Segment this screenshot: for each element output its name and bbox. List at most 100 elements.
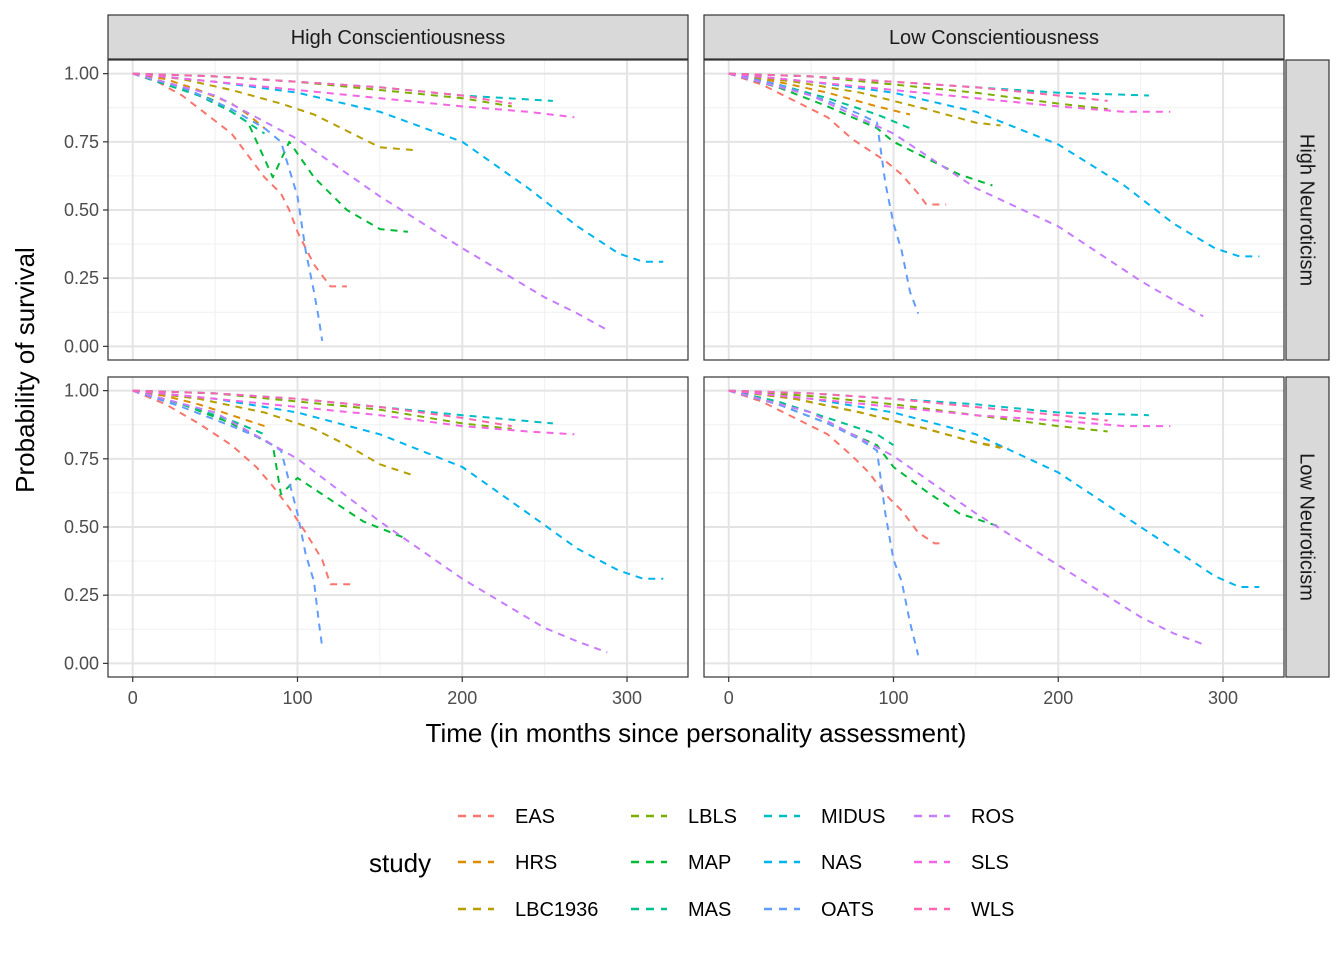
- y-tick-label: 0.00: [64, 336, 99, 356]
- strip-label: High Conscientiousness: [291, 27, 506, 49]
- strip-label: High Neuroticism: [1296, 134, 1318, 286]
- x-axis-title: Time (in months since personality assess…: [426, 718, 967, 748]
- series-line-map: [728, 72, 993, 187]
- legend: study EAS HRS LBC1936 LBLS MAP MAS MIDUS NAS OAT…: [369, 806, 1014, 921]
- y-tick-label: 0.25: [64, 585, 99, 605]
- legend-label: LBC1936: [515, 899, 598, 921]
- series-line-wls: [132, 72, 512, 105]
- series-line-lbc1936: [728, 389, 1001, 449]
- panel-high-conscientiousness-low-neuroticism: [107, 376, 689, 678]
- series-line-ros: [728, 389, 1204, 646]
- x-tick-label: 200: [1043, 688, 1073, 708]
- series-line-oats: [728, 389, 920, 656]
- y-axis-title: Probability of survival: [10, 247, 40, 493]
- y-tick-label: 1.00: [64, 381, 99, 401]
- series-line-hrs: [132, 72, 266, 129]
- series-line-sls: [132, 72, 575, 119]
- y-tick-label: 0.75: [64, 449, 99, 469]
- series-line-mas: [728, 389, 895, 447]
- legend-label: LBLS: [688, 806, 737, 828]
- series-line-oats: [132, 72, 324, 342]
- series-line-eas: [728, 72, 947, 206]
- legend-item-nas: NAS: [764, 852, 862, 874]
- series-line-nas: [728, 389, 1260, 588]
- series-line-lbc1936: [132, 389, 414, 477]
- series-line-lbc1936: [132, 72, 413, 151]
- series-line-nas: [132, 389, 664, 580]
- series-line-ros: [132, 389, 608, 654]
- strip-background: [107, 14, 689, 60]
- y-tick-label: 0.50: [64, 517, 99, 537]
- legend-item-wls: WLS: [914, 899, 1014, 921]
- series-line-wls: [728, 389, 1108, 422]
- series-line-ros: [132, 72, 608, 331]
- strip-high-conscientiousness: High Conscientiousness: [107, 14, 689, 60]
- series-line-lbls: [728, 389, 1108, 433]
- strip-label: Low Neuroticism: [1296, 453, 1318, 601]
- legend-item-eas: EAS: [458, 806, 555, 828]
- legend-item-sls: SLS: [914, 852, 1009, 874]
- y-tick-label: 0.25: [64, 268, 99, 288]
- series-line-hrs: [132, 389, 265, 428]
- series-line-ros: [728, 72, 1204, 318]
- strip-background: [703, 14, 1285, 60]
- legend-item-hrs: HRS: [458, 852, 557, 874]
- panels-layer: [107, 59, 1285, 678]
- series-line-map: [728, 389, 1001, 528]
- x-tick-label: 300: [1208, 688, 1238, 708]
- legend-label: EAS: [515, 806, 555, 828]
- series-line-oats: [728, 72, 920, 314]
- legend-label: NAS: [821, 852, 862, 874]
- panel-border: [703, 376, 1285, 678]
- x-tick-label: 100: [282, 688, 312, 708]
- series-line-wls: [728, 72, 1108, 102]
- legend-label: SLS: [971, 852, 1009, 874]
- legend-label: HRS: [515, 852, 557, 874]
- axes-layer: 0.00 0.25 0.50 0.75 1.00 0.00 0.25 0.50 0.75 1.00…: [64, 64, 1238, 708]
- legend-label: WLS: [971, 899, 1014, 921]
- y-tick-label: 1.00: [64, 64, 99, 84]
- panel-high-conscientiousness-high-neuroticism: [107, 59, 689, 361]
- series-line-eas: [132, 389, 351, 586]
- strip-high-neuroticism: High Neuroticism: [1285, 59, 1330, 361]
- strip-low-neuroticism: Low Neuroticism: [1285, 376, 1330, 678]
- y-tick-label: 0.00: [64, 653, 99, 673]
- strip-background: [1285, 376, 1330, 678]
- series-line-oats: [132, 389, 324, 648]
- strip-background: [1285, 59, 1330, 361]
- x-tick-label: 100: [878, 688, 908, 708]
- x-tick-label: 300: [612, 688, 642, 708]
- legend-label: MIDUS: [821, 806, 885, 828]
- legend-item-ros: ROS: [914, 806, 1014, 828]
- legend-item-lbc1936: LBC1936: [458, 899, 598, 921]
- series-line-nas: [132, 72, 664, 263]
- legend-item-map: MAP: [631, 852, 731, 874]
- series-line-mas: [132, 72, 266, 135]
- legend-label: MAS: [688, 899, 731, 921]
- legend-label: MAP: [688, 852, 731, 874]
- x-tick-label: 0: [724, 688, 734, 708]
- legend-item-mas: MAS: [631, 899, 731, 921]
- series-line-eas: [728, 389, 943, 545]
- series-line-lbc1936: [728, 72, 1001, 127]
- y-tick-label: 0.50: [64, 200, 99, 220]
- panel-low-conscientiousness-low-neuroticism: [703, 376, 1285, 678]
- legend-label: ROS: [971, 806, 1014, 828]
- series-line-wls: [132, 389, 512, 428]
- strips-layer: High Conscientiousness Low Conscientiousn…: [107, 14, 1330, 678]
- legend-item-oats: OATS: [764, 899, 874, 921]
- series-line-sls: [728, 389, 1171, 428]
- y-tick-label: 0.75: [64, 132, 99, 152]
- series-line-mas: [132, 389, 265, 436]
- series-line-nas: [728, 72, 1260, 258]
- legend-title: study: [369, 848, 431, 878]
- strip-label: Low Conscientiousness: [889, 27, 1099, 49]
- x-tick-label: 0: [128, 688, 138, 708]
- x-tick-label: 200: [447, 688, 477, 708]
- legend-label: OATS: [821, 899, 874, 921]
- panel-border: [703, 59, 1285, 361]
- legend-item-lbls: LBLS: [631, 806, 737, 828]
- strip-low-conscientiousness: Low Conscientiousness: [703, 14, 1285, 60]
- panel-low-conscientiousness-high-neuroticism: [703, 59, 1285, 361]
